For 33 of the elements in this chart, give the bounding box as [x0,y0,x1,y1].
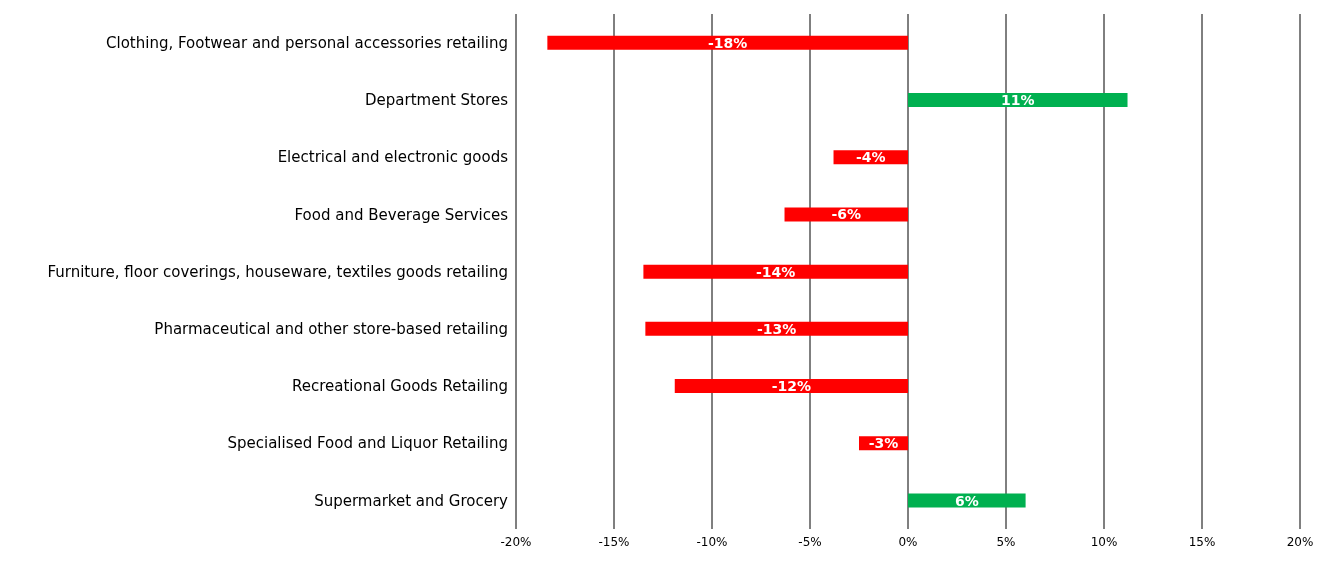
data-label: -18% [708,34,748,51]
x-tick-label: 0% [898,534,918,549]
x-tick-label: -5% [798,534,822,549]
x-tick-label: -15% [598,534,630,549]
bar [645,321,908,336]
x-tick-label: -20% [500,534,532,549]
y-tick-label: Supermarket and Grocery [314,491,509,510]
data-label: -6% [831,206,862,223]
bar [547,35,908,50]
y-tick-label: Recreational Goods Retailing [291,377,508,396]
bar [908,493,1026,508]
data-label: 6% [954,492,979,509]
data-label: -13% [757,320,797,337]
bar [643,264,908,279]
data-label: -4% [855,149,886,166]
x-tick-label: 15% [1188,534,1216,549]
x-tick-label: 20% [1286,534,1314,549]
y-tick-label: Specialised Food and Liquor Retailing [227,434,508,453]
data-label: -14% [756,263,796,280]
bar [674,379,908,394]
y-tick-label: Electrical and electronic goods [277,148,509,167]
data-label: -12% [771,378,812,395]
x-tick-label: 10% [1090,534,1118,549]
bar [908,92,1128,107]
y-tick-label: Food and Beverage Services [294,205,509,224]
data-label: 11% [1001,91,1035,108]
x-tick-label: -10% [696,534,728,549]
x-tick-label: 5% [996,534,1016,549]
y-tick-label: Furniture, floor coverings, houseware, textiles goods retailing [47,262,508,281]
data-label: -3% [868,435,899,452]
y-tick-label: Clothing, Footwear and personal accessories retailing [106,33,508,52]
y-tick-label: Pharmaceutical and other store-based retailing [154,320,508,339]
y-tick-label: Department Stores [365,91,509,110]
